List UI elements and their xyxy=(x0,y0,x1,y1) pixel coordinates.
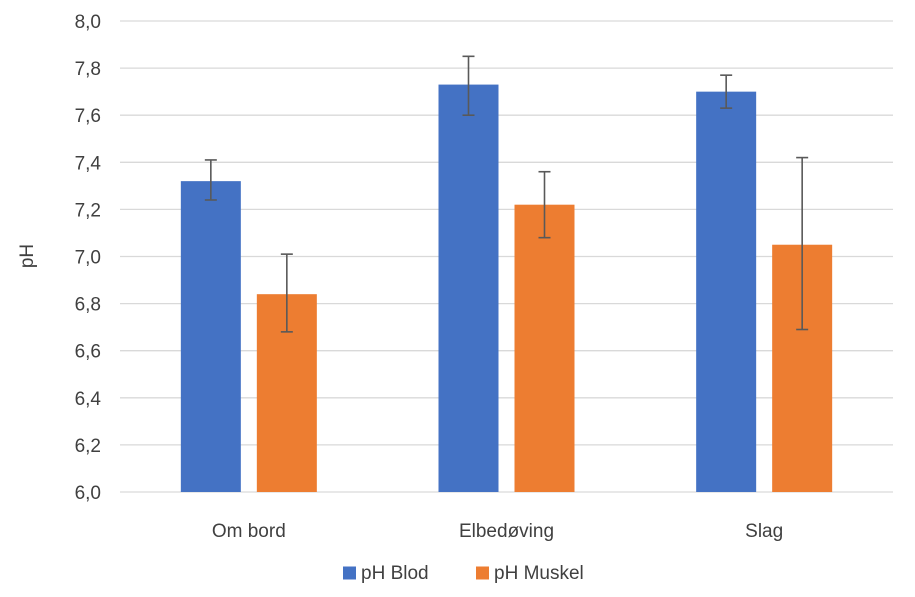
y-tick-label: 7,8 xyxy=(75,59,101,80)
bar-0-1 xyxy=(438,84,499,493)
y-tick-label: 6,0 xyxy=(75,483,101,504)
y-tick-label: 6,6 xyxy=(75,342,101,363)
y-tick-label: 7,0 xyxy=(75,248,101,269)
x-tick-label: Om bord xyxy=(212,521,286,542)
y-tick-label: 6,4 xyxy=(75,389,102,410)
y-tick-label: 7,2 xyxy=(75,200,101,221)
legend-swatch xyxy=(343,566,356,580)
y-axis-title: pH xyxy=(17,244,38,268)
gridlines xyxy=(120,20,893,493)
bar-0-0 xyxy=(180,181,241,492)
legend-label: pH Muskel xyxy=(494,563,584,584)
y-tick-label: 6,2 xyxy=(75,436,101,457)
y-tick-label: 7,6 xyxy=(75,106,101,127)
error-bars xyxy=(204,55,809,333)
bars xyxy=(180,84,833,493)
y-tick-label: 6,8 xyxy=(75,295,101,316)
x-axis-ticks: Om bord Elbedøving Slag xyxy=(212,521,783,542)
y-axis-ticks: 6,0 6,2 6,4 6,6 6,8 7,0 7,2 7,4 7,6 7,8 8,0 xyxy=(75,12,102,504)
legend: pH Blod pH Muskel xyxy=(343,563,584,584)
x-tick-label: Slag xyxy=(745,521,783,542)
y-tick-label: 8,0 xyxy=(75,12,101,33)
bar-0-2 xyxy=(696,91,757,493)
legend-swatch xyxy=(476,566,489,580)
legend-label: pH Blod xyxy=(361,563,429,584)
bar-1-1 xyxy=(514,204,575,492)
y-tick-label: 7,4 xyxy=(75,153,102,174)
x-tick-label: Elbedøving xyxy=(459,521,554,542)
